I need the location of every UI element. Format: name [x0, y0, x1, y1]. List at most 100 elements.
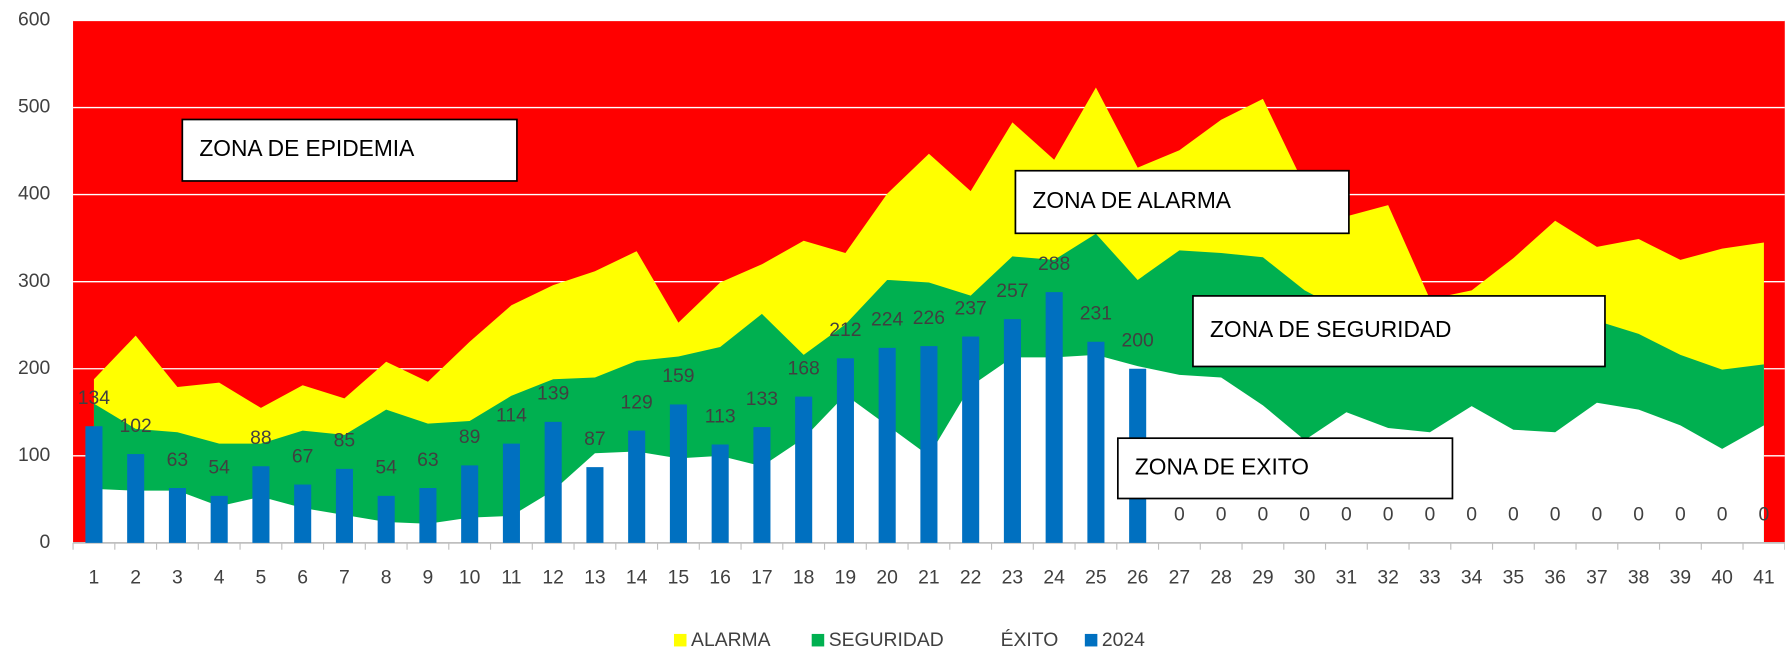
- x-tick-label: 2: [130, 566, 141, 588]
- x-tick-label: 29: [1252, 566, 1274, 588]
- bar: [711, 444, 729, 543]
- data-label: 0: [1592, 504, 1603, 526]
- bar: [962, 336, 980, 543]
- x-tick-label: 18: [793, 566, 815, 588]
- y-tick-label: 200: [18, 357, 50, 379]
- bar: [1087, 341, 1105, 543]
- data-label: 129: [621, 391, 653, 413]
- x-tick-label: 7: [339, 566, 350, 588]
- data-label: 0: [1717, 504, 1728, 526]
- data-label: 0: [1425, 504, 1436, 526]
- y-tick-label: 100: [18, 444, 50, 466]
- legend-label: ALARMA: [691, 629, 771, 651]
- x-tick-label: 36: [1544, 566, 1566, 588]
- data-label: 134: [78, 387, 110, 409]
- x-tick-label: 8: [381, 566, 392, 588]
- x-tick-label: 14: [626, 566, 648, 588]
- x-tick-label: 3: [172, 566, 183, 588]
- bar: [544, 421, 562, 543]
- data-label: 226: [913, 307, 945, 329]
- x-tick-label: 37: [1586, 566, 1608, 588]
- data-label: 0: [1383, 504, 1394, 526]
- data-label: 224: [871, 309, 903, 331]
- x-tick-label: 31: [1336, 566, 1358, 588]
- x-tick-label: 22: [960, 566, 982, 588]
- data-label: 237: [955, 297, 987, 319]
- y-tick-label: 300: [18, 270, 50, 292]
- x-tick-label: 15: [668, 566, 690, 588]
- data-label: 0: [1299, 504, 1310, 526]
- y-tick-label: 0: [40, 531, 51, 553]
- bar: [294, 484, 312, 543]
- x-tick-label: 39: [1670, 566, 1692, 588]
- x-tick-label: 23: [1002, 566, 1024, 588]
- x-tick-label: 5: [256, 566, 267, 588]
- data-label: 133: [746, 388, 778, 410]
- data-label: 200: [1122, 330, 1154, 352]
- data-label: 89: [459, 426, 481, 448]
- data-label: 85: [334, 430, 355, 452]
- x-tick-label: 1: [89, 566, 100, 588]
- x-tick-label: 30: [1294, 566, 1316, 588]
- x-tick-label: 19: [835, 566, 857, 588]
- x-tick-label: 21: [918, 566, 940, 588]
- annotation: ZONA DE EPIDEMIA: [199, 135, 415, 161]
- x-tick-label: 34: [1461, 566, 1483, 588]
- data-label: 63: [417, 449, 438, 471]
- data-label: 139: [537, 383, 569, 405]
- x-tick-label: 41: [1753, 566, 1775, 588]
- annotation-box: [1014, 169, 1350, 235]
- bar: [168, 488, 186, 543]
- bar: [795, 396, 813, 543]
- bar: [586, 467, 604, 543]
- data-label: 168: [788, 357, 820, 379]
- data-label: 288: [1038, 253, 1070, 275]
- data-label: 63: [167, 449, 189, 471]
- y-tick-label: 500: [18, 96, 50, 118]
- x-tick-label: 26: [1127, 566, 1149, 588]
- legend-label: ÉXITO: [1001, 628, 1059, 651]
- data-label: 231: [1080, 303, 1112, 325]
- y-tick-label: 400: [18, 183, 50, 205]
- data-label: 0: [1341, 504, 1352, 526]
- data-label: 0: [1633, 504, 1644, 526]
- x-tick-label: 6: [297, 566, 308, 588]
- data-label: 54: [208, 457, 230, 479]
- data-label: 0: [1550, 504, 1561, 526]
- legend-label: SEGURIDAD: [829, 629, 944, 651]
- x-tick-label: 10: [459, 566, 481, 588]
- x-tick-label: 38: [1628, 566, 1650, 588]
- y-tick-label: 600: [18, 9, 50, 31]
- annotation-box: [181, 118, 518, 182]
- data-label: 212: [829, 319, 861, 341]
- data-label: 87: [584, 428, 606, 450]
- annotation: ZONA DE SEGURIDAD: [1210, 316, 1451, 342]
- legend-swatch: [811, 633, 825, 647]
- bar: [419, 488, 437, 543]
- bar: [669, 404, 687, 543]
- bar: [85, 426, 103, 543]
- x-tick-label: 28: [1210, 566, 1232, 588]
- bar: [836, 358, 854, 543]
- x-tick-label: 4: [214, 566, 225, 588]
- data-label: 88: [250, 427, 272, 449]
- bar: [878, 347, 896, 543]
- data-label: 54: [375, 457, 397, 479]
- x-tick-label: 40: [1711, 566, 1733, 588]
- data-label: 0: [1216, 504, 1227, 526]
- data-label: 257: [996, 280, 1028, 302]
- data-label: 0: [1174, 504, 1185, 526]
- data-label: 0: [1508, 504, 1519, 526]
- bar: [1003, 319, 1021, 543]
- x-tick-label: 13: [584, 566, 606, 588]
- legend-swatch: [673, 633, 687, 647]
- x-tick-label: 9: [423, 566, 434, 588]
- bar: [461, 465, 479, 543]
- legend-swatch: [983, 633, 997, 647]
- bar: [252, 466, 270, 543]
- legend-swatch: [1084, 633, 1098, 647]
- x-tick-label: 24: [1043, 566, 1065, 588]
- bar: [753, 427, 771, 543]
- data-label: 0: [1675, 504, 1686, 526]
